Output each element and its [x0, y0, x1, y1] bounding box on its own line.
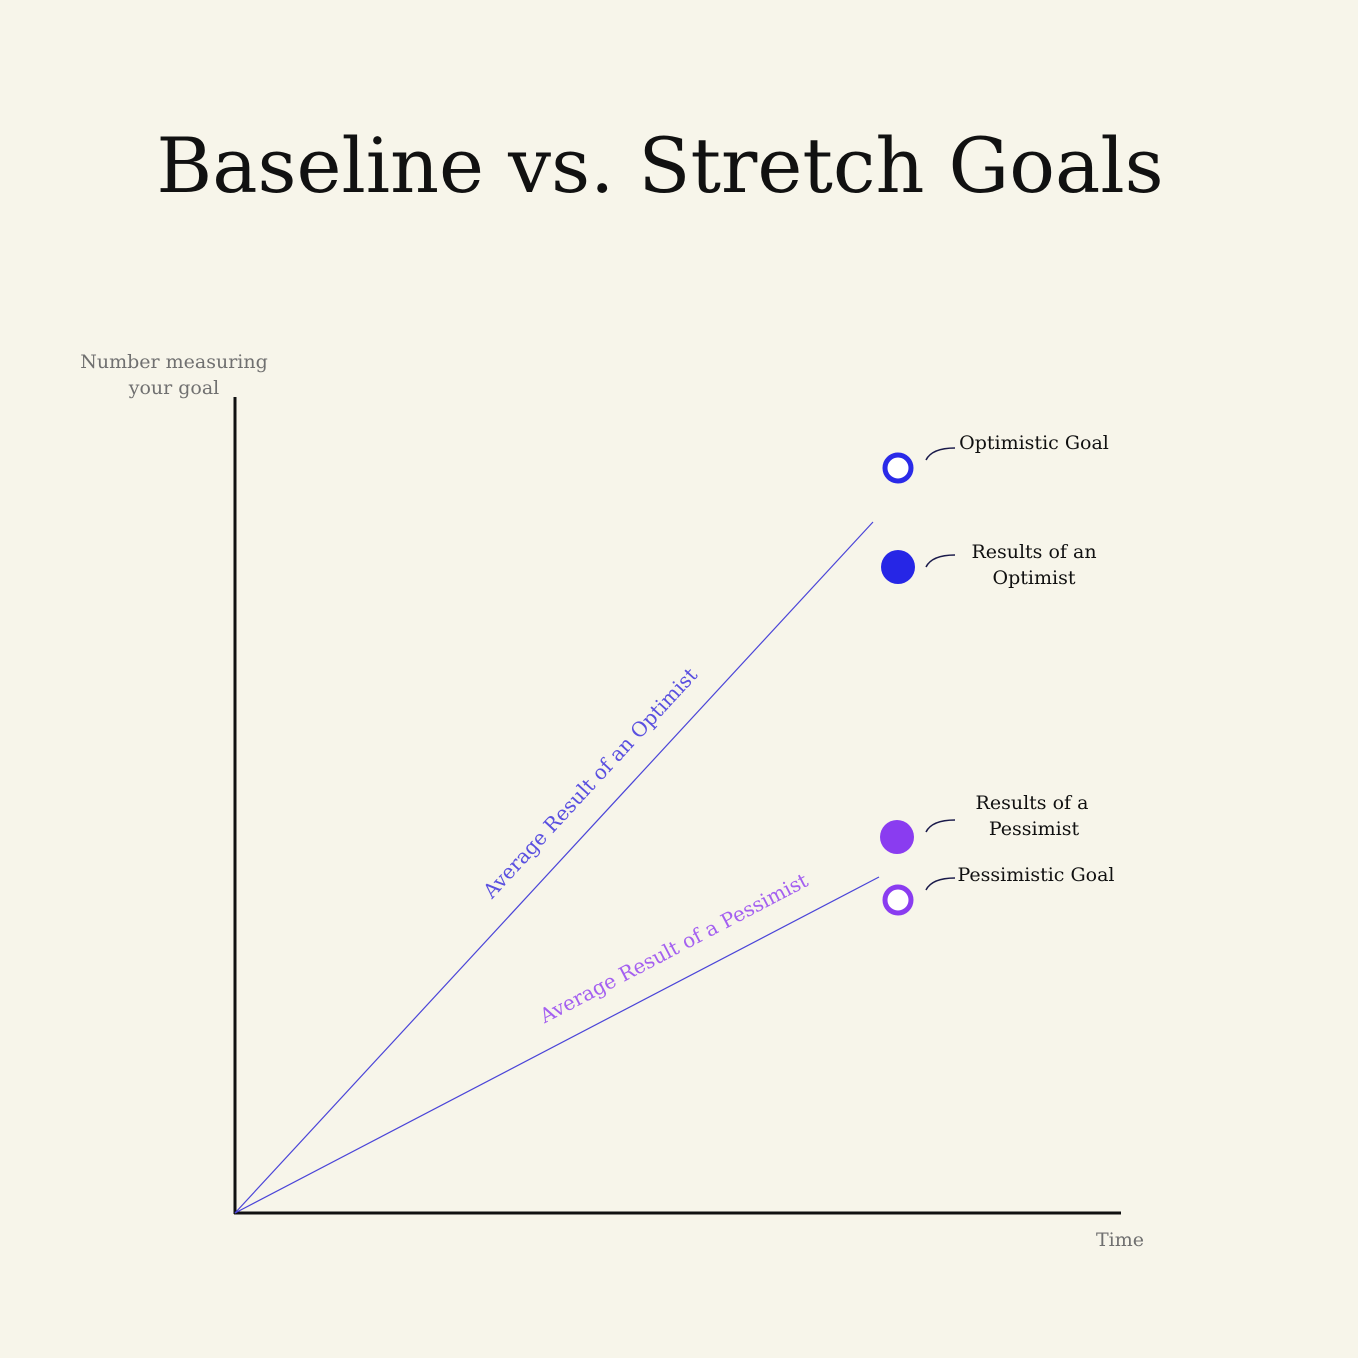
goal-marker: [882, 452, 914, 484]
result-marker: [881, 550, 915, 584]
point-label: Pessimistic Goal: [957, 864, 1114, 886]
x-axis-label: Time: [1096, 1229, 1144, 1251]
point-label: Optimist: [993, 567, 1076, 589]
y-axis-label: Number measuring: [80, 351, 268, 373]
y-axis-label: your goal: [128, 377, 220, 399]
connector: [925, 819, 956, 833]
optimist-line: [234, 521, 874, 1214]
point-label: Optimistic Goal: [959, 432, 1109, 454]
point-label: Results of a: [976, 792, 1089, 814]
result-marker: [880, 820, 914, 854]
point-label: Results of an: [971, 541, 1096, 563]
connector: [925, 877, 956, 891]
connector: [925, 447, 956, 461]
pessimist-line: [234, 876, 880, 1214]
goal-marker: [882, 884, 914, 916]
connectors: [925, 447, 956, 891]
title: Baseline vs. Stretch Goals: [156, 121, 1163, 210]
connector: [925, 554, 956, 568]
point-label: Pessimist: [989, 818, 1080, 840]
